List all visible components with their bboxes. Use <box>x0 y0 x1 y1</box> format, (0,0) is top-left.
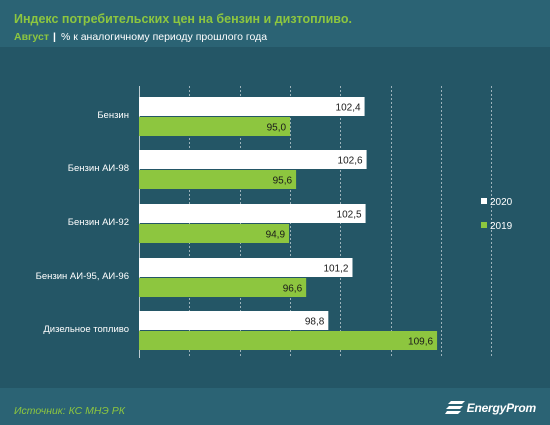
unit-description: % к аналогичному периоду прошлого года <box>60 31 268 43</box>
data-label-2019: 94,9 <box>266 230 286 241</box>
category-label: Дизельное топливо <box>43 324 129 335</box>
data-label-2020: 102,6 <box>338 156 363 167</box>
data-label-2020: 102,5 <box>337 210 362 221</box>
chart-subtitle: Август | % к аналогичному периоду прошлого… <box>14 31 267 43</box>
bar-2019 <box>139 170 297 189</box>
data-label-2019: 109,6 <box>408 337 433 348</box>
bar-2020 <box>139 311 329 330</box>
legend-swatch-2019 <box>481 222 487 228</box>
bar-2020 <box>139 258 353 277</box>
legend-label-2020: 2020 <box>490 197 513 208</box>
energyprom-logo: EnergyProm <box>444 401 537 415</box>
bar-2020 <box>139 97 365 116</box>
data-label-2019: 95,6 <box>273 176 293 187</box>
data-label-2020: 98,8 <box>305 317 325 328</box>
source-note: Источник: КС МНЭ РК <box>14 405 125 417</box>
period-label: Август <box>14 31 49 43</box>
category-label: Бензин <box>97 110 129 121</box>
category-label: Бензин АИ-98 <box>68 163 129 174</box>
data-label-2020: 102,4 <box>336 103 361 114</box>
data-label-2020: 101,2 <box>323 264 348 275</box>
bar-2020 <box>139 204 366 223</box>
bar-2019 <box>139 117 291 136</box>
logo-text: EnergyProm <box>466 401 537 415</box>
data-label-2019: 95,0 <box>267 123 287 134</box>
bar-2019 <box>139 278 307 297</box>
category-label: Бензин АИ-92 <box>68 217 129 228</box>
subtitle-separator: | <box>52 31 56 43</box>
chart-title: Индекс потребительских цен на бензин и д… <box>14 12 352 26</box>
data-label-2019: 96,6 <box>283 284 303 295</box>
bar-2020 <box>139 150 367 169</box>
legend-swatch-2020 <box>481 198 487 204</box>
bar-2019 <box>139 224 290 243</box>
category-label: Бензин АИ-95, АИ-96 <box>36 271 129 282</box>
logo-stripes-icon <box>444 401 465 414</box>
legend-label-2019: 2019 <box>490 221 513 232</box>
bar-2019 <box>139 331 438 350</box>
